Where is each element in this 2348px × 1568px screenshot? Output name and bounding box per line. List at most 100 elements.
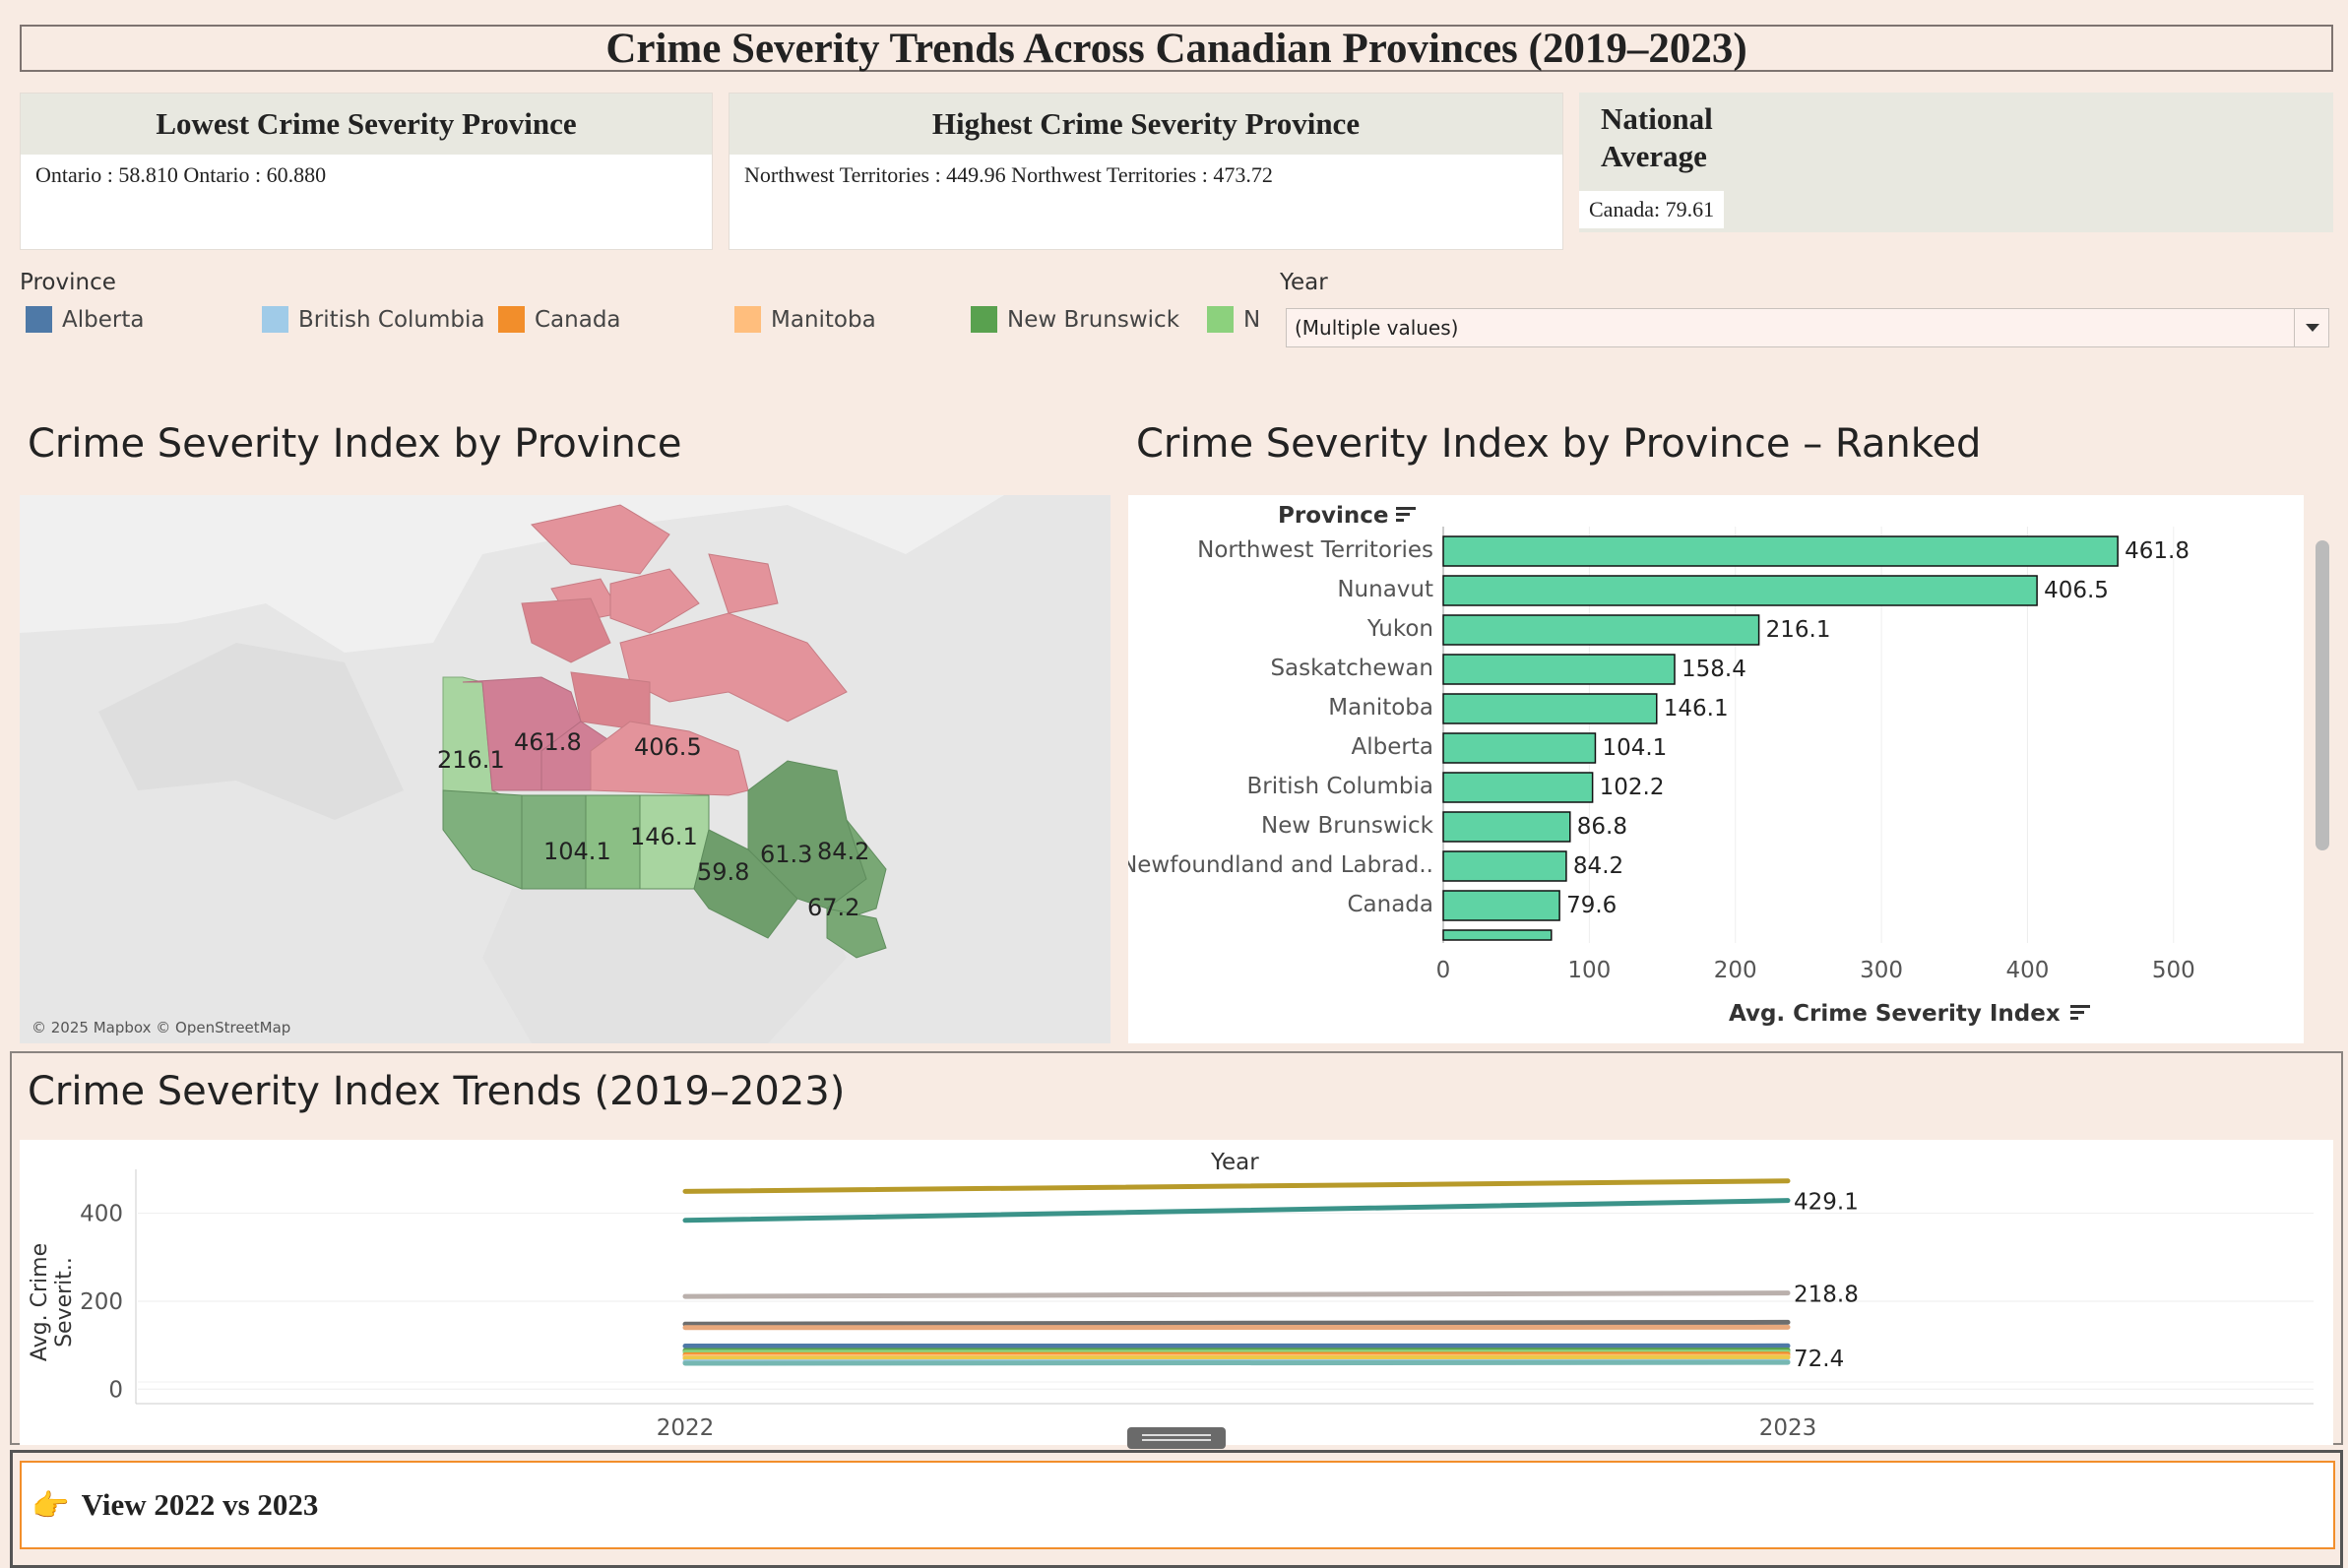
bar-value-label: 79.6 xyxy=(1566,893,1617,918)
year-filter-title: Year xyxy=(1280,270,1328,295)
map-canvas xyxy=(20,495,1111,1043)
sort-icon[interactable] xyxy=(1396,503,1418,529)
category-label: Manitoba xyxy=(1328,695,1433,721)
bar xyxy=(1442,890,1560,921)
series-line xyxy=(682,1178,1791,1194)
legend-label: Canada xyxy=(535,306,621,333)
series-end-label: 429.1 xyxy=(1794,1190,1859,1216)
national-kpi-title-line1: National xyxy=(1601,101,1713,136)
map-label-northwest-territories: 461.8 xyxy=(514,728,582,756)
y-tick-label: 200 xyxy=(80,1289,123,1315)
bar xyxy=(1442,850,1567,882)
bar-value-label: 461.8 xyxy=(2125,538,2189,564)
highest-kpi-title: Highest Crime Severity Province xyxy=(730,94,1562,155)
x-axis-title[interactable]: Avg. Crime Severity Index xyxy=(1729,1001,2092,1027)
national-kpi-title: National Average xyxy=(1601,100,1713,175)
legend-item-n[interactable]: N xyxy=(1207,306,1260,333)
legend-swatch xyxy=(262,306,288,333)
year-filter-dropdown[interactable]: (Multiple values) xyxy=(1286,308,2329,347)
highest-kpi-value: Northwest Territories : 449.96 Northwest… xyxy=(744,162,1273,187)
legend-item-manitoba[interactable]: Manitoba xyxy=(734,306,876,333)
bar-partial xyxy=(1442,929,1553,941)
category-label: Alberta xyxy=(1352,734,1433,760)
map-label-yukon: 216.1 xyxy=(437,746,505,774)
bar xyxy=(1442,693,1658,724)
pointing-hand-icon: 👉 xyxy=(32,1487,70,1523)
trends-title: Crime Severity Index Trends (2019–2023) xyxy=(28,1069,846,1114)
map-label-nunavut: 406.5 xyxy=(634,733,702,761)
dashboard-title: Crime Severity Trends Across Canadian Pr… xyxy=(20,25,2333,72)
highest-kpi-card: Highest Crime Severity Province Northwes… xyxy=(729,93,1563,250)
map-label-alberta: 104.1 xyxy=(543,838,611,865)
bar-value-label: 216.1 xyxy=(1766,617,1831,643)
national-kpi-card: National Average Canada: 79.61 xyxy=(1579,93,2333,232)
view-2022-vs-2023-label: View 2022 vs 2023 xyxy=(81,1487,319,1522)
series-line xyxy=(682,1198,1791,1223)
resize-handle[interactable] xyxy=(1127,1427,1226,1449)
legend-label: Alberta xyxy=(62,306,145,333)
footer-frame xyxy=(10,1450,2343,1568)
trends-line-chart[interactable]: 0 200 400 2022 2023 429.1 218.8 72.4 Year Avg. … xyxy=(20,1140,2333,1445)
bar-value-label: 84.2 xyxy=(1573,853,1623,879)
category-label: British Columbia xyxy=(1247,774,1434,799)
legend-swatch xyxy=(498,306,525,333)
category-label: Nunavut xyxy=(1337,577,1433,602)
map-label-newfoundland: 84.2 xyxy=(817,838,870,865)
resize-handle-line xyxy=(1142,1434,1211,1436)
series-line xyxy=(682,1354,1791,1361)
legend-label: New Brunswick xyxy=(1007,306,1180,333)
category-label: Saskatchewan xyxy=(1270,656,1433,681)
y-tick-label: 400 xyxy=(80,1202,123,1227)
view-2022-vs-2023-button[interactable]: 👉 View 2022 vs 2023 xyxy=(20,1461,2335,1549)
legend-label: British Columbia xyxy=(298,306,485,333)
x-axis-title-label: Avg. Crime Severity Index xyxy=(1729,1001,2061,1027)
sort-icon[interactable] xyxy=(2069,1001,2092,1027)
map-label-nova-scotia: 67.2 xyxy=(807,894,860,921)
legend-item-canada[interactable]: Canada xyxy=(498,306,621,333)
bar-value-label: 104.1 xyxy=(1602,735,1667,761)
map-label-quebec: 61.3 xyxy=(760,841,813,868)
bar-value-label: 406.5 xyxy=(2044,578,2109,603)
national-kpi-title-line2: Average xyxy=(1601,139,1707,173)
legend-swatch xyxy=(1207,306,1234,333)
dropdown-arrow-icon[interactable] xyxy=(2294,309,2320,346)
x-tick-label: 300 xyxy=(1860,958,1903,983)
y-tick-label: 0 xyxy=(108,1377,123,1403)
bar xyxy=(1442,575,2038,606)
map-label-manitoba: 146.1 xyxy=(630,823,698,850)
category-label: Canada xyxy=(1347,892,1433,917)
lowest-kpi-value: Ontario : 58.810 Ontario : 60.880 xyxy=(35,162,327,187)
bar xyxy=(1442,772,1594,803)
x-tick-label: 400 xyxy=(2006,958,2050,983)
bar xyxy=(1442,614,1760,646)
legend-title: Province xyxy=(20,270,116,295)
vertical-scrollbar[interactable] xyxy=(2316,540,2329,850)
series-end-label: 218.8 xyxy=(1794,1283,1859,1308)
legend-item-british-columbia[interactable]: British Columbia xyxy=(262,306,485,333)
legend-item-alberta[interactable]: Alberta xyxy=(26,306,144,333)
lowest-kpi-title: Lowest Crime Severity Province xyxy=(21,94,712,155)
category-label: Yukon xyxy=(1366,616,1433,642)
series-end-label: 72.4 xyxy=(1794,1347,1844,1372)
legend-item-new-brunswick[interactable]: New Brunswick xyxy=(971,306,1179,333)
legend-swatch xyxy=(971,306,997,333)
category-label: Newfoundland and Labrad.. xyxy=(1128,852,1433,878)
ranked-bar-chart[interactable]: 0 100 200 300 400 500 Northwest Territories 461… xyxy=(1120,495,2304,1043)
legend-label: Manitoba xyxy=(771,306,876,333)
category-label: Northwest Territories xyxy=(1197,537,1433,563)
legend-label: N xyxy=(1243,306,1261,333)
map-title: Crime Severity Index by Province xyxy=(28,421,682,467)
province-header[interactable]: Province xyxy=(1278,503,1418,529)
bar xyxy=(1442,732,1597,764)
x-tick-label: 100 xyxy=(1567,958,1611,983)
bar-value-label: 102.2 xyxy=(1600,775,1665,800)
y-axis-title: Avg. Crime Severit.. xyxy=(28,1242,77,1362)
bar xyxy=(1442,811,1571,843)
resize-handle-line xyxy=(1142,1439,1211,1441)
lowest-kpi-card: Lowest Crime Severity Province Ontario :… xyxy=(20,93,713,250)
province-map[interactable]: 216.1 461.8 406.5 104.1 146.1 59.8 61.3 … xyxy=(20,495,1111,1043)
bar-chart-canvas: 0 100 200 300 400 500 Northwest Territories 461… xyxy=(1120,527,2195,983)
x-tick-label: 200 xyxy=(1714,958,1757,983)
year-filter-value: (Multiple values) xyxy=(1295,316,1459,340)
map-attribution: © 2025 Mapbox © OpenStreetMap xyxy=(32,1019,291,1036)
